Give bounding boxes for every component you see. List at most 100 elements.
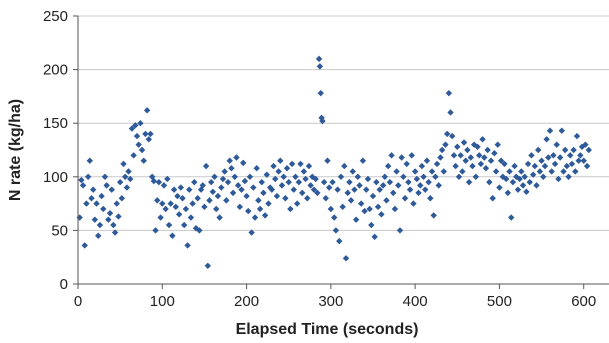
data-point	[435, 182, 442, 189]
data-point	[103, 182, 110, 189]
data-point	[376, 186, 383, 193]
data-point	[481, 154, 488, 161]
data-point	[86, 157, 93, 164]
data-point	[127, 175, 134, 183]
data-point	[130, 152, 137, 159]
data-point	[287, 205, 294, 213]
y-tick-label: 150	[43, 115, 68, 132]
data-point	[384, 162, 392, 170]
data-point	[437, 154, 444, 161]
data-point	[342, 255, 350, 262]
data-point	[84, 173, 92, 180]
data-point	[388, 152, 395, 159]
data-point	[241, 177, 249, 185]
data-point	[400, 173, 407, 180]
data-point	[221, 168, 228, 175]
data-point	[113, 200, 120, 207]
data-point	[454, 143, 461, 150]
data-point	[150, 177, 158, 185]
data-point	[391, 205, 399, 213]
data-points	[76, 55, 592, 269]
data-point	[324, 157, 331, 164]
data-point	[477, 160, 485, 168]
data-point	[135, 141, 142, 148]
data-point	[398, 154, 405, 161]
data-point	[580, 157, 587, 164]
y-tick-label: 50	[51, 222, 68, 239]
x-tick-label: 400	[403, 293, 428, 310]
data-point	[558, 127, 565, 134]
data-point	[540, 173, 547, 180]
data-point	[283, 165, 291, 172]
data-point	[278, 182, 286, 189]
data-point	[496, 184, 503, 191]
data-point	[310, 186, 318, 193]
data-point	[302, 175, 309, 183]
data-point	[331, 214, 338, 221]
data-point	[575, 157, 582, 164]
data-point	[546, 127, 554, 134]
data-point	[288, 160, 296, 168]
data-point	[494, 141, 501, 148]
data-point	[300, 168, 308, 175]
data-point	[417, 182, 424, 189]
data-point	[551, 160, 559, 168]
x-tick-label: 500	[487, 293, 512, 310]
data-point	[219, 175, 227, 183]
data-point	[432, 173, 439, 180]
data-point	[218, 184, 225, 191]
data-point	[438, 146, 446, 154]
data-point	[157, 214, 164, 221]
data-point	[378, 211, 385, 218]
data-point	[322, 195, 329, 202]
data-point	[305, 162, 313, 170]
data-point	[265, 200, 272, 207]
data-point	[390, 189, 397, 197]
data-point	[582, 141, 589, 148]
data-point	[474, 143, 481, 150]
data-point	[299, 189, 306, 197]
data-point	[108, 186, 115, 193]
data-point	[535, 146, 542, 154]
data-point	[292, 173, 299, 180]
data-point	[89, 186, 97, 193]
data-point	[583, 162, 591, 170]
data-point	[194, 195, 201, 202]
data-point	[363, 186, 370, 193]
data-point	[413, 175, 421, 183]
data-point	[568, 160, 576, 168]
data-point	[351, 186, 358, 193]
data-point	[240, 159, 247, 167]
data-point	[487, 157, 495, 164]
data-point	[492, 168, 500, 175]
data-point	[452, 162, 459, 170]
data-point	[165, 221, 173, 229]
data-point	[344, 189, 351, 197]
data-point	[383, 197, 390, 204]
data-point	[207, 178, 215, 186]
data-point	[145, 136, 152, 143]
data-point	[472, 173, 480, 180]
data-point	[211, 173, 218, 180]
x-tick-label: 600	[571, 293, 596, 310]
data-point	[541, 162, 549, 170]
data-point	[450, 152, 458, 159]
data-point	[315, 55, 323, 63]
data-point	[418, 162, 426, 170]
data-point	[170, 186, 178, 193]
data-point	[307, 182, 314, 189]
data-point	[548, 168, 555, 175]
data-point	[332, 227, 340, 234]
data-point	[253, 165, 260, 172]
data-point	[229, 189, 237, 197]
data-point	[258, 178, 265, 186]
data-point	[538, 157, 545, 164]
data-point	[447, 109, 454, 116]
data-point	[182, 205, 190, 213]
data-point	[202, 162, 210, 170]
data-point	[347, 197, 355, 204]
data-point	[177, 184, 185, 191]
data-point	[147, 130, 154, 138]
data-point	[76, 214, 83, 221]
data-point	[460, 139, 468, 146]
